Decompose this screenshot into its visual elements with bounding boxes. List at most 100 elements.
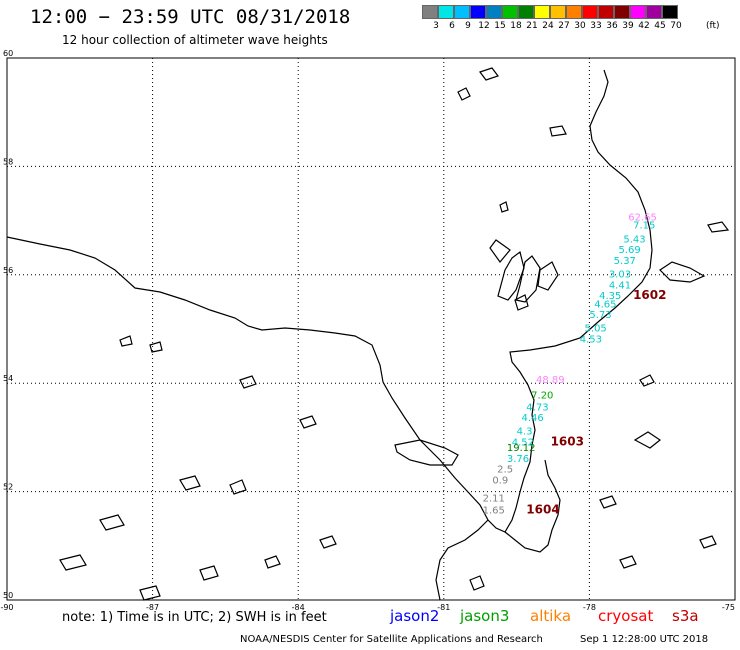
wave-height-value: 4.73: [526, 402, 548, 413]
lat-label: 60: [3, 49, 13, 58]
island-belcher-3: [537, 261, 559, 291]
wave-height-value: 4.46: [521, 413, 543, 424]
lon-label: -75: [722, 603, 735, 612]
island-west-11: [139, 585, 161, 601]
wave-height-value: 7.20: [531, 390, 553, 401]
island-west-13: [469, 575, 485, 591]
map-grid: [6, 57, 736, 601]
coastline-main: [6, 69, 653, 533]
legend-labels: 3 6 9 12 15 18 21 24 27 30 33 36 39 42 45 70: [422, 19, 682, 31]
legend-label: 3: [433, 21, 439, 31]
wave-height-value: 4.52: [512, 438, 534, 449]
island-belcher-5: [514, 294, 529, 311]
legend-swatch: [646, 5, 662, 19]
satellite-name: jason3: [460, 607, 510, 625]
legend-swatch: [550, 5, 566, 19]
wave-height-value: 3.03: [609, 270, 631, 281]
island-west-4: [299, 415, 317, 429]
legend-swatch: [534, 5, 550, 19]
wave-height-value: 5.73: [589, 310, 611, 321]
legend-label: 24: [542, 21, 554, 31]
lon-label: -90: [0, 603, 13, 612]
legend-unit: (ft): [706, 21, 720, 31]
island-belcher-2: [515, 255, 541, 303]
legend-swatch: [454, 5, 470, 19]
legend-label: 45: [654, 21, 666, 31]
satellite-name: cryosat: [598, 607, 654, 625]
satellite-name: altika: [530, 607, 572, 625]
island-west-9: [59, 554, 87, 571]
wave-height-value: 1602: [633, 288, 666, 302]
lat-label: 54: [3, 374, 13, 383]
map-frame: [6, 57, 736, 601]
legend-swatch: [598, 5, 614, 19]
legend-swatch: [486, 5, 502, 19]
wave-height-value: 62.65: [628, 213, 657, 224]
island-west-5: [179, 475, 201, 491]
island-north-3: [549, 125, 567, 137]
island-east-1: [659, 261, 706, 283]
wave-height-value: 1603: [551, 435, 584, 449]
legend-swatch: [566, 5, 582, 19]
legend-label: 39: [622, 21, 634, 31]
wave-height-value: 19.12: [507, 443, 536, 454]
island-north-1: [479, 67, 499, 81]
wave-height-value: 4.65: [594, 299, 616, 310]
island-north-4: [499, 201, 509, 213]
island-west-10: [199, 565, 219, 581]
legend-label: 70: [670, 21, 682, 31]
lon-label: -81: [437, 603, 450, 612]
wave-height-value: 5.43: [623, 234, 645, 245]
legend-label: 36: [606, 21, 618, 31]
wave-height-value: 1604: [526, 502, 559, 516]
coastline-lower: [435, 519, 489, 601]
legend-swatch: [438, 5, 454, 19]
lat-label: 50: [3, 591, 13, 600]
lat-label: 56: [3, 266, 13, 275]
lat-label: 52: [3, 483, 13, 492]
legend-label: 9: [465, 21, 471, 31]
island-west-2: [149, 341, 163, 353]
wave-height-legend: 3 6 9 12 15 18 21 24 27 30 33 36 39 42 45 70: [422, 5, 682, 31]
island-east-5: [599, 495, 617, 509]
legend-swatch: [582, 5, 598, 19]
wave-height-value: 5.37: [614, 256, 636, 267]
legend-label: 18: [510, 21, 522, 31]
island-west-7: [99, 514, 125, 531]
wave-height-value: 4.3: [517, 427, 533, 438]
footer-credit: NOAA/NESDIS Center for Satellite Applica…: [240, 634, 543, 645]
wave-height-value: 48.89: [536, 375, 565, 386]
lat-lon-labels: 60 58 56 54 52 50 -90 -87 -84 -81 -78 -75: [0, 49, 735, 612]
island-east-4: [633, 431, 662, 449]
wave-height-value: 4.35: [599, 291, 621, 302]
satellite-name: s3a: [672, 607, 699, 625]
satellite-name: jason2: [390, 607, 440, 625]
legend-swatch: [502, 5, 518, 19]
wave-height-value: 4.41: [609, 280, 631, 291]
wave-height-value: 5.05: [585, 324, 607, 335]
legend-swatch: [518, 5, 534, 19]
lon-label: -87: [146, 603, 159, 612]
coastline-south-river: [504, 459, 561, 553]
island-west-6: [229, 479, 247, 495]
legend-label: 42: [638, 21, 650, 31]
lat-label: 58: [3, 157, 13, 166]
legend-label: 12: [478, 21, 490, 31]
legend-swatches: [422, 5, 678, 19]
coastline: [6, 67, 730, 601]
island-belcher-1: [497, 250, 525, 301]
legend-label: 30: [574, 21, 586, 31]
legend-label: 21: [526, 21, 538, 31]
island-akimiski: [394, 439, 459, 466]
legend-label: 15: [494, 21, 506, 31]
wave-height-value: 5.69: [619, 245, 641, 256]
legend-label: 27: [558, 21, 570, 31]
legend-swatch: [470, 5, 486, 19]
wave-height-value: 7.15: [633, 221, 655, 232]
lon-label: -84: [292, 603, 305, 612]
legend-label: 6: [449, 21, 455, 31]
wave-height-value: 3.76: [507, 454, 529, 465]
wave-height-value: 2.11: [483, 493, 505, 504]
footer-timestamp: Sep 1 12:28:00 UTC 2018: [580, 634, 709, 645]
